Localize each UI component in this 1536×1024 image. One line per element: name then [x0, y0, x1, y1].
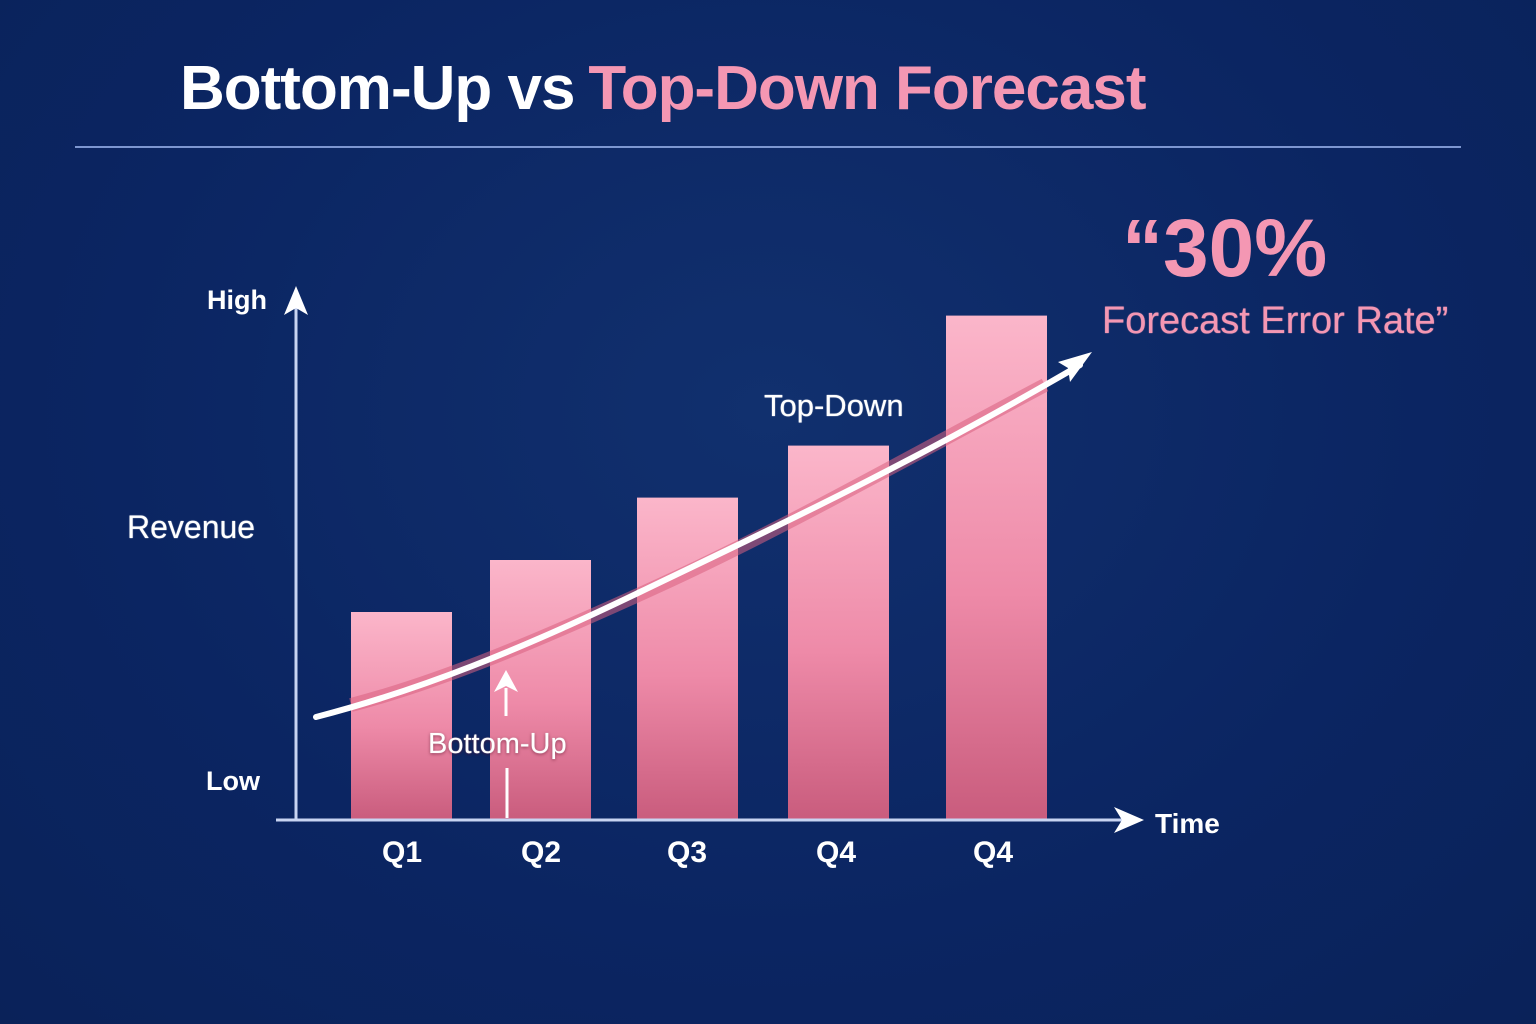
- x-tick-label: Q4: [815, 836, 857, 869]
- title-part-bottom-up: Bottom-Up vs: [180, 54, 575, 123]
- error-rate-value: “30%: [1122, 203, 1328, 294]
- y-axis-low-label: Low: [206, 766, 260, 796]
- bar-q1: [351, 612, 452, 820]
- trend-line: [313, 362, 1083, 720]
- y-axis-high-label: High: [207, 285, 267, 315]
- y-axis-arrow-icon: [284, 286, 308, 315]
- x-axis-arrow-icon: [1114, 807, 1144, 833]
- x-tick-label: Q2: [520, 836, 562, 869]
- bottom-up-annotation: Bottom-Up: [428, 728, 567, 760]
- trend-arrow-icon: [1058, 352, 1092, 382]
- y-axis-title: Revenue: [127, 509, 256, 545]
- x-tick-label: Q4: [972, 836, 1014, 869]
- error-rate-caption: Forecast Error Rate”: [1102, 300, 1449, 342]
- x-tick-label: Q1: [381, 836, 423, 869]
- title-divider: [75, 146, 1461, 148]
- bar-q3: [637, 497, 738, 820]
- bottom-up-arrow-icon: [494, 670, 518, 692]
- x-axis-title: Time: [1155, 808, 1220, 839]
- title-part-top-down: Top-Down Forecast: [588, 54, 1146, 123]
- x-tick-label: Q3: [666, 836, 708, 869]
- chart-title: Bottom-Up vs Top-Down Forecast: [180, 58, 1147, 120]
- top-down-annotation: Top-Down: [764, 388, 904, 423]
